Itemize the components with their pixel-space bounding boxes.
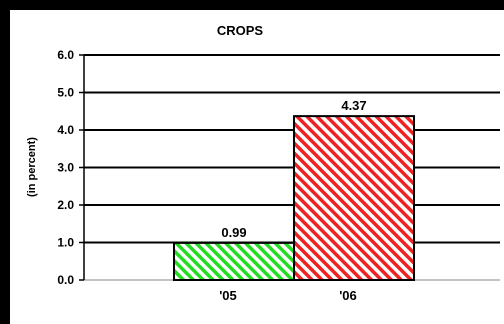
data-label: 0.99: [221, 225, 246, 240]
chart-title: CROPS: [217, 23, 264, 38]
y-tick-label: 4.0: [57, 123, 74, 137]
y-tick-label: 0.0: [57, 273, 74, 287]
y-tick-label: 5.0: [57, 86, 74, 100]
bar-1: [293, 115, 415, 281]
y-tick-label: 2.0: [57, 198, 74, 212]
x-tick-labels: '05 '06: [219, 288, 357, 303]
data-labels: 0.99 4.37: [221, 98, 366, 240]
x-tick-label: '06: [339, 288, 357, 303]
y-tick-label: 1.0: [57, 236, 74, 250]
y-axis-label: (in percent): [26, 137, 38, 197]
bars: [173, 115, 415, 281]
y-tick-labels: 0.0 1.0 2.0 3.0 4.0 5.0 6.0: [57, 48, 74, 287]
x-tick-label: '05: [219, 288, 237, 303]
bar-0: [173, 241, 295, 281]
y-tick-label: 6.0: [57, 48, 74, 62]
y-tick-label: 3.0: [57, 161, 74, 175]
data-label: 4.37: [341, 98, 366, 113]
